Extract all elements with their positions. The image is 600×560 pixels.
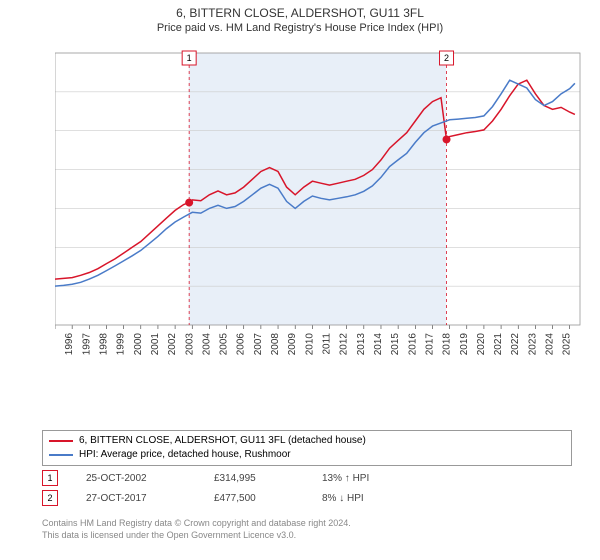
sale-price: £314,995 [214,473,294,484]
legend: 6, BITTERN CLOSE, ALDERSHOT, GU11 3FL (d… [42,430,572,466]
svg-text:2021: 2021 [493,333,504,356]
sale-delta: 8% ↓ HPI [322,493,364,504]
svg-text:1999: 1999 [116,333,127,356]
svg-text:1: 1 [187,53,192,63]
svg-text:2003: 2003 [184,333,195,356]
footnote-line: Contains HM Land Registry data © Crown c… [42,518,351,530]
svg-text:2012: 2012 [339,333,350,356]
svg-text:2016: 2016 [407,333,418,356]
sale-date: 25-OCT-2002 [86,473,186,484]
legend-swatch [49,454,73,456]
sale-row: 1 25-OCT-2002 £314,995 13% ↑ HPI [42,470,572,486]
svg-text:2018: 2018 [442,333,453,356]
svg-text:2025: 2025 [562,333,573,356]
svg-text:2024: 2024 [545,333,556,356]
legend-row: HPI: Average price, detached house, Rush… [49,448,565,462]
svg-text:2008: 2008 [270,333,281,356]
svg-text:2023: 2023 [527,333,538,356]
svg-text:2002: 2002 [167,333,178,356]
sale-delta: 13% ↑ HPI [322,473,369,484]
sale-price: £477,500 [214,493,294,504]
svg-text:2019: 2019 [459,333,470,356]
sale-badge: 1 [42,470,58,486]
svg-text:2009: 2009 [287,333,298,356]
svg-text:1998: 1998 [98,333,109,356]
svg-text:2004: 2004 [201,333,212,356]
sale-date: 27-OCT-2017 [86,493,186,504]
sales-list: 1 25-OCT-2002 £314,995 13% ↑ HPI 2 27-OCT-201… [42,470,572,510]
price-chart: £0£100K£200K£300K£400K£500K£600K£700K199… [55,45,585,380]
svg-text:2022: 2022 [510,333,521,356]
legend-swatch [49,440,73,442]
legend-label: 6, BITTERN CLOSE, ALDERSHOT, GU11 3FL (d… [79,434,366,448]
chart-title: 6, BITTERN CLOSE, ALDERSHOT, GU11 3FL [0,0,600,22]
svg-text:2013: 2013 [356,333,367,356]
legend-row: 6, BITTERN CLOSE, ALDERSHOT, GU11 3FL (d… [49,434,565,448]
svg-text:1995: 1995 [55,333,58,356]
footnote: Contains HM Land Registry data © Crown c… [42,518,351,541]
legend-label: HPI: Average price, detached house, Rush… [79,448,291,462]
svg-text:2000: 2000 [133,333,144,356]
svg-text:2020: 2020 [476,333,487,356]
sale-row: 2 27-OCT-2017 £477,500 8% ↓ HPI [42,490,572,506]
svg-text:2010: 2010 [304,333,315,356]
svg-text:2011: 2011 [322,333,333,355]
sale-badge: 2 [42,490,58,506]
chart-subtitle: Price paid vs. HM Land Registry's House … [0,22,600,38]
svg-text:2017: 2017 [424,333,435,356]
footnote-line: This data is licensed under the Open Gov… [42,530,351,542]
svg-text:1996: 1996 [64,333,75,356]
svg-text:2001: 2001 [150,333,161,356]
svg-text:2007: 2007 [253,333,264,356]
svg-text:2014: 2014 [373,333,384,356]
svg-text:1997: 1997 [81,333,92,356]
svg-text:2006: 2006 [236,333,247,356]
svg-text:2015: 2015 [390,333,401,356]
svg-text:2: 2 [444,53,449,63]
svg-text:2005: 2005 [219,333,230,356]
